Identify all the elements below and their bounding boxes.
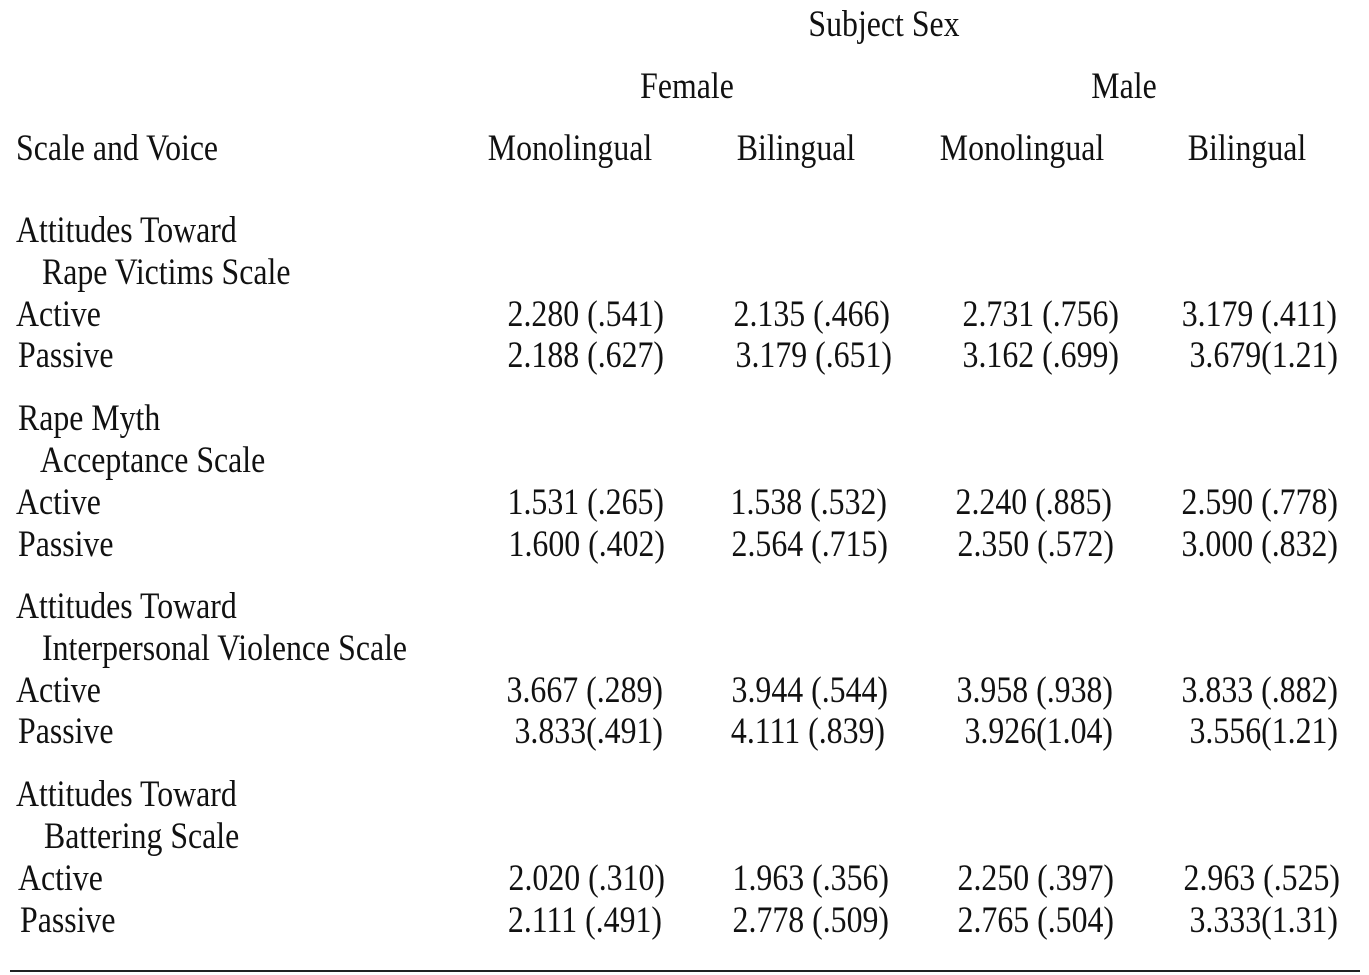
table-cell: 1.963 (.356): [732, 858, 889, 899]
table-cell: 3.000 (.832): [1181, 524, 1338, 565]
table-cell: 1.531 (.265): [507, 482, 664, 523]
table-cell: 3.179 (.411): [1181, 294, 1337, 335]
table-cell: 3.556(1.21): [1189, 711, 1338, 752]
table-cell: 4.111 (.839): [730, 711, 885, 752]
column-header-male-bilingual: Bilingual: [1187, 128, 1307, 169]
row-label-active: Active: [16, 482, 101, 523]
row-header: Scale and Voice: [16, 128, 219, 169]
row-label-passive: Passive: [18, 335, 114, 376]
table-cell: 2.765 (.504): [957, 900, 1114, 941]
table-cell: 2.280 (.541): [507, 294, 664, 335]
table-cell: 3.833(.491): [514, 711, 663, 752]
subject-sex-header: Subject Sex: [808, 4, 960, 45]
table-cell: 2.564 (.715): [731, 524, 888, 565]
table-cell: 2.188 (.627): [507, 335, 664, 376]
table-cell: 2.590 (.778): [1181, 482, 1338, 523]
table-cell: 2.350 (.572): [957, 524, 1114, 565]
section-title-line2: Rape Victims Scale: [42, 252, 291, 293]
table-cell: 3.833 (.882): [1181, 670, 1338, 711]
section-title-line2: Battering Scale: [44, 816, 240, 857]
row-label-passive: Passive: [18, 524, 114, 565]
table-cell: 3.667 (.289): [506, 670, 663, 711]
section-title-line2: Interpersonal Violence Scale: [42, 628, 408, 669]
row-label-active: Active: [16, 294, 101, 335]
table-cell: 2.135 (.466): [733, 294, 890, 335]
table-cell: 1.600 (.402): [508, 524, 665, 565]
table-cell: 2.250 (.397): [957, 858, 1114, 899]
section-title-line1: Rape Myth: [18, 398, 161, 439]
row-label-passive: Passive: [20, 900, 116, 941]
column-header-male-monolingual: Monolingual: [939, 128, 1105, 169]
table-cell: 2.020 (.310): [508, 858, 665, 899]
table-cell: 3.926(1.04): [964, 711, 1113, 752]
section-title-line2: Acceptance Scale: [40, 440, 266, 481]
section-title-line1: Attitudes Toward: [16, 774, 237, 815]
table-cell: 3.958 (.938): [956, 670, 1113, 711]
column-header-female-monolingual: Monolingual: [487, 128, 653, 169]
row-label-active: Active: [16, 670, 101, 711]
table-cell: 1.538 (.532): [730, 482, 887, 523]
table-cell: 3.333(1.31): [1189, 900, 1338, 941]
male-header: Male: [1091, 66, 1157, 107]
section-title-line1: Attitudes Toward: [16, 210, 237, 251]
table-cell: 2.111 (.491): [507, 900, 662, 941]
table-cell: 3.179 (.651): [735, 335, 892, 376]
female-header: Female: [640, 66, 734, 107]
table-cell: 2.731 (.756): [962, 294, 1119, 335]
table-cell: 3.944 (.544): [731, 670, 888, 711]
row-label-passive: Passive: [18, 711, 114, 752]
table-cell: 3.679(1.21): [1189, 335, 1338, 376]
table-cell: 2.963 (.525): [1183, 858, 1340, 899]
bottom-rule: [10, 970, 1360, 972]
row-label-active: Active: [18, 858, 103, 899]
table-cell: 2.240 (.885): [955, 482, 1112, 523]
section-title-line1: Attitudes Toward: [16, 586, 237, 627]
table-cell: 3.162 (.699): [962, 335, 1119, 376]
column-header-female-bilingual: Bilingual: [736, 128, 856, 169]
table-cell: 2.778 (.509): [732, 900, 889, 941]
